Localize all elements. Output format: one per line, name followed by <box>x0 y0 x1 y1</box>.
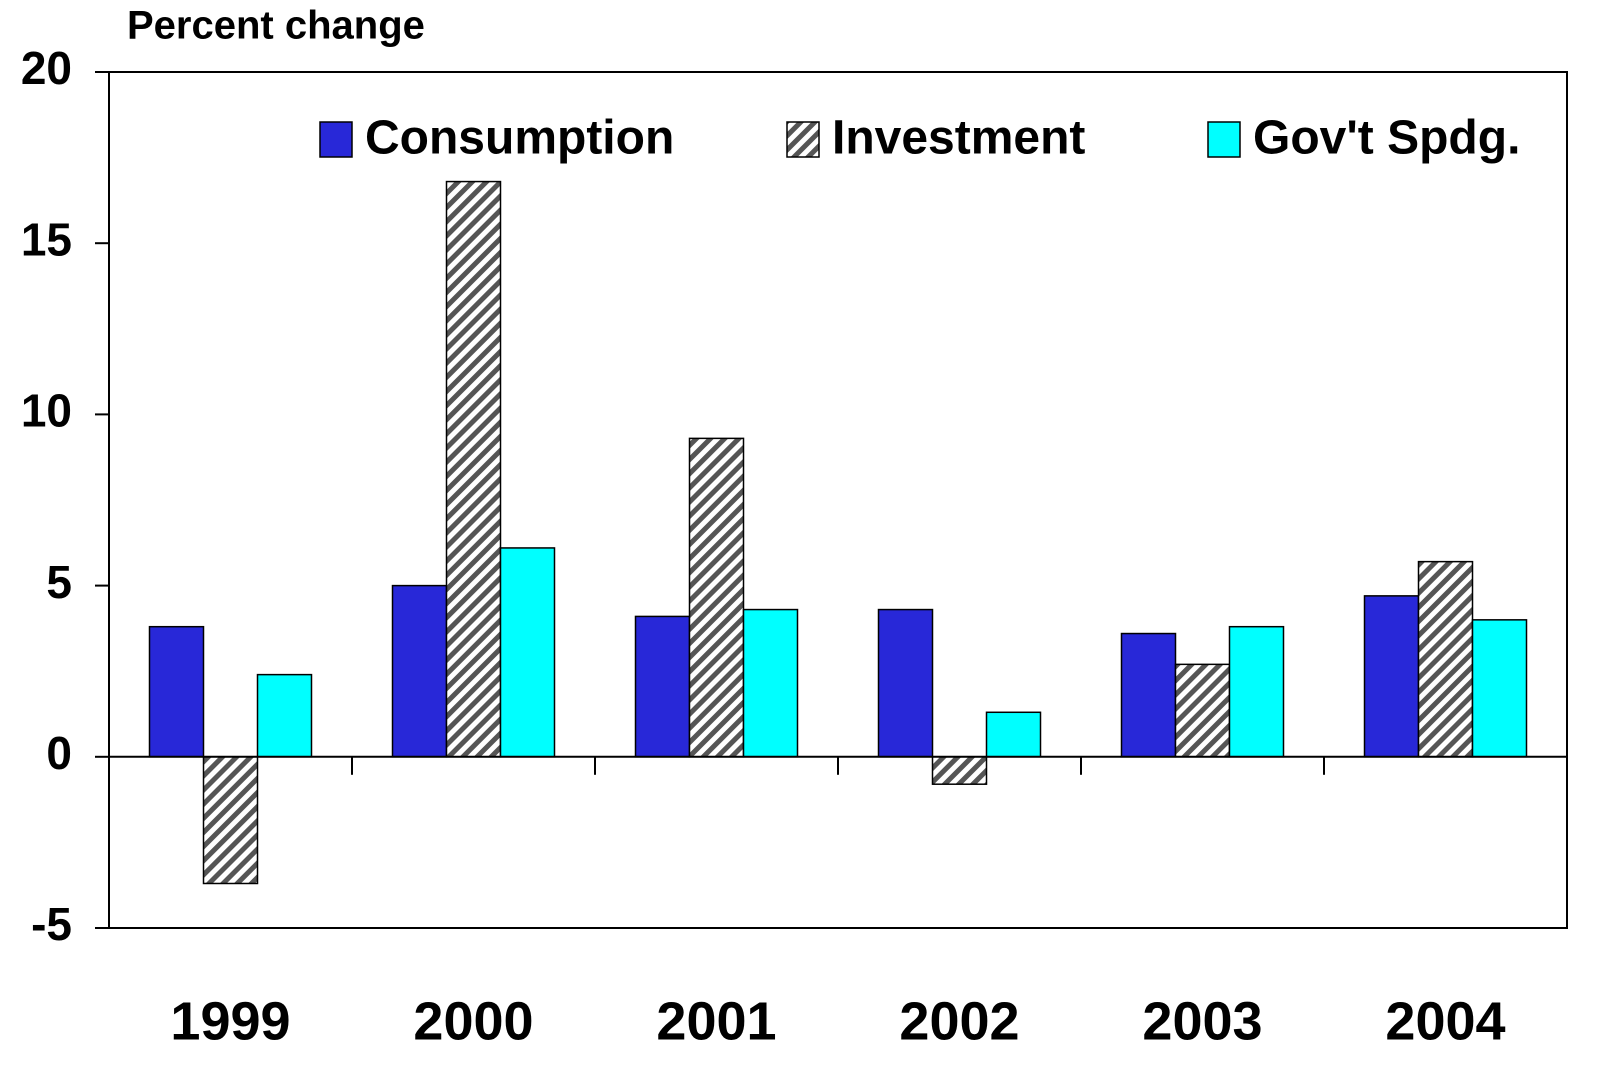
legend-label: Gov't Spdg. <box>1253 112 1520 165</box>
bar <box>202 756 259 885</box>
x-tick-label: 1999 <box>170 991 290 1051</box>
plot-frame <box>108 71 1568 929</box>
y-tick-label: 15 <box>21 213 72 265</box>
y-tick-label: 10 <box>21 385 72 437</box>
y-tick-label: 5 <box>46 556 72 608</box>
x-tick-label: 2003 <box>1142 991 1262 1051</box>
bar <box>742 608 799 758</box>
x-tick-label: 2002 <box>899 991 1019 1051</box>
bar <box>931 756 988 785</box>
bar <box>877 608 934 758</box>
bar <box>1363 595 1420 758</box>
y-tick-label: 0 <box>46 727 72 779</box>
bar <box>391 584 448 758</box>
bar <box>1228 625 1285 758</box>
x-tick-label: 2001 <box>656 991 776 1051</box>
bar <box>634 615 691 758</box>
bar <box>256 673 313 758</box>
bar <box>148 625 205 758</box>
bar <box>499 547 556 758</box>
bar <box>1120 632 1177 758</box>
bar <box>688 437 745 758</box>
y-tick-label: -5 <box>31 898 72 950</box>
legend-swatch <box>786 121 820 158</box>
bar <box>1174 663 1231 758</box>
legend-label: Investment <box>832 112 1085 165</box>
bar <box>1417 560 1474 758</box>
x-tick-label: 2004 <box>1385 991 1505 1051</box>
y-axis-label: Percent change <box>127 4 425 48</box>
bar <box>1471 619 1528 758</box>
bar <box>985 711 1042 758</box>
bar <box>445 180 502 758</box>
legend-swatch <box>319 121 353 158</box>
y-tick-label: 20 <box>21 42 72 94</box>
legend-label: Consumption <box>365 112 674 165</box>
x-tick-label: 2000 <box>413 991 533 1051</box>
legend-swatch <box>1207 121 1241 158</box>
